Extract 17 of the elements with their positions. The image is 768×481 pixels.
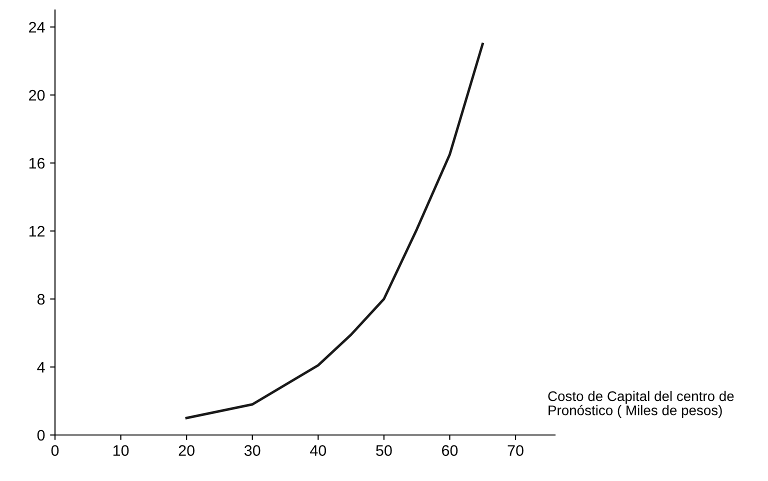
- y-tick-label: 12: [29, 226, 45, 237]
- y-tick-label: 16: [29, 158, 45, 169]
- x-tick-label: 60: [442, 445, 458, 456]
- y-tick-label: 20: [29, 90, 45, 101]
- y-tick-label: 4: [37, 362, 45, 373]
- x-tick-label: 0: [51, 445, 59, 456]
- x-tick-label: 40: [310, 445, 326, 456]
- line-series: [185, 42, 484, 420]
- x-tick-label: 30: [244, 445, 260, 456]
- y-tick-label: 8: [37, 294, 45, 305]
- x-tick-label: 50: [376, 445, 392, 456]
- x-tick-label: 10: [113, 445, 129, 456]
- y-tick-label: 0: [37, 430, 45, 441]
- x-tick-label: 70: [508, 445, 524, 456]
- y-tick-label: 24: [29, 22, 45, 33]
- x-axis-title: Costo de Capital del centro de Pronóstico ( Miles de pesos): [548, 390, 734, 418]
- x-tick-label: 20: [178, 445, 194, 456]
